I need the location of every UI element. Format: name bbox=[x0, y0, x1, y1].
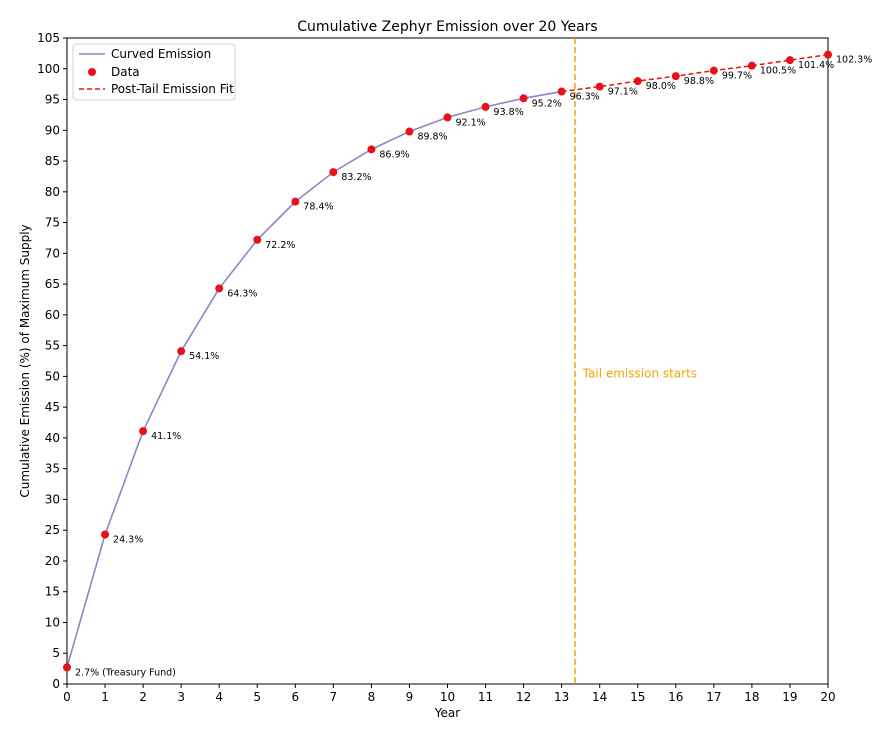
data-point bbox=[63, 663, 71, 672]
data-point bbox=[557, 87, 566, 96]
data-point bbox=[595, 82, 604, 91]
x-tick-label: 10 bbox=[440, 690, 455, 704]
x-tick-label: 5 bbox=[253, 690, 261, 704]
x-tick-label: 11 bbox=[478, 690, 493, 704]
y-tick-label: 0 bbox=[52, 677, 60, 691]
data-label: 98.0% bbox=[646, 81, 676, 92]
data-point bbox=[481, 102, 490, 111]
y-tick-label: 30 bbox=[45, 492, 60, 506]
data-label: 86.9% bbox=[379, 149, 409, 160]
data-label: 93.8% bbox=[494, 107, 524, 118]
y-axis-label: Cumulative Emission (%) of Maximum Suppl… bbox=[18, 224, 32, 497]
data-label: 72.2% bbox=[265, 240, 295, 251]
legend: Curved Emission Data Post-Tail Emission Fi… bbox=[72, 43, 236, 101]
data-label: 83.2% bbox=[341, 172, 371, 183]
data-point bbox=[367, 145, 376, 154]
data-label: 89.8% bbox=[417, 132, 447, 143]
x-tick-label: 9 bbox=[406, 690, 414, 704]
y-tick-label: 55 bbox=[45, 339, 60, 353]
data-label: 2.7% (Treasury Fund) bbox=[75, 667, 176, 678]
x-tick-label: 2 bbox=[139, 690, 147, 704]
y-tick-label: 100 bbox=[37, 62, 60, 76]
data-point bbox=[785, 56, 794, 65]
legend-box bbox=[72, 43, 236, 101]
data-label: 95.2% bbox=[532, 98, 562, 109]
data-label: 96.3% bbox=[570, 92, 600, 103]
post-tail-fit-line bbox=[561, 53, 829, 93]
y-tick-label: 20 bbox=[45, 554, 60, 568]
legend-data-swatch bbox=[88, 68, 96, 76]
x-tick-label: 4 bbox=[215, 690, 223, 704]
data-label: 41.1% bbox=[151, 431, 181, 442]
legend-label: Post-Tail Emission Fit bbox=[111, 82, 234, 96]
legend-label: Curved Emission bbox=[111, 47, 211, 61]
x-tick-label: 8 bbox=[368, 690, 376, 704]
data-point bbox=[329, 168, 338, 177]
y-tick-label: 25 bbox=[45, 523, 60, 537]
data-point bbox=[177, 347, 186, 356]
y-tick-label: 95 bbox=[45, 93, 60, 107]
y-tick-label: 80 bbox=[45, 185, 60, 199]
data-label: 97.1% bbox=[608, 87, 638, 98]
y-tick-label: 15 bbox=[45, 585, 60, 599]
data-label: 92.1% bbox=[456, 117, 486, 128]
y-tick-label: 60 bbox=[45, 308, 60, 322]
y-tick-label: 75 bbox=[45, 216, 60, 230]
data-label: 54.1% bbox=[189, 351, 219, 362]
data-point bbox=[671, 72, 680, 81]
x-tick-label: 13 bbox=[554, 690, 569, 704]
x-tick-label: 15 bbox=[630, 690, 645, 704]
y-tick-label: 65 bbox=[45, 277, 60, 291]
x-axis-label: Year bbox=[434, 706, 460, 720]
y-tick-label: 45 bbox=[45, 400, 60, 414]
x-tick-label: 12 bbox=[516, 690, 531, 704]
data-label: 98.8% bbox=[684, 76, 714, 87]
chart-title: Cumulative Zephyr Emission over 20 Years bbox=[297, 19, 597, 35]
y-tick-label: 70 bbox=[45, 246, 60, 260]
y-tick-label: 10 bbox=[45, 615, 60, 629]
data-point bbox=[824, 50, 832, 59]
data-label: 64.3% bbox=[227, 288, 257, 299]
data-point bbox=[519, 94, 528, 103]
data-label: 101.4% bbox=[798, 60, 834, 71]
data-point bbox=[215, 284, 224, 293]
data-point bbox=[139, 427, 148, 436]
x-tick-label: 14 bbox=[592, 690, 607, 704]
legend-label: Data bbox=[111, 65, 140, 79]
x-tick-label: 16 bbox=[668, 690, 683, 704]
data-point bbox=[633, 77, 642, 86]
data-label: 99.7% bbox=[722, 71, 752, 82]
plot-area: 0 1 2 3 4 5 6 7 8 9 10 11 12 13 14 15 16 17 18 19 2005101520… bbox=[37, 31, 872, 704]
x-tick-label: 19 bbox=[782, 690, 797, 704]
y-tick-label: 85 bbox=[45, 154, 60, 168]
data-point bbox=[443, 113, 452, 122]
y-tick-label: 5 bbox=[52, 646, 60, 660]
data-label: 78.4% bbox=[303, 202, 333, 213]
data-point bbox=[101, 530, 110, 539]
x-tick-label: 17 bbox=[706, 690, 721, 704]
data-label: 100.5% bbox=[760, 66, 796, 77]
data-point bbox=[709, 66, 718, 75]
data-label: 24.3% bbox=[113, 534, 143, 545]
x-tick-label: 0 bbox=[63, 690, 71, 704]
data-point bbox=[747, 61, 756, 70]
y-tick-label: 35 bbox=[45, 462, 60, 476]
y-tick-label: 40 bbox=[45, 431, 60, 445]
curved-emission-line bbox=[66, 90, 562, 668]
x-tick-label: 7 bbox=[330, 690, 338, 704]
x-tick-label: 18 bbox=[744, 690, 759, 704]
x-tick-label: 6 bbox=[291, 690, 299, 704]
data-point bbox=[253, 235, 262, 244]
y-tick-label: 90 bbox=[45, 123, 60, 137]
tail-emission-annotation: Tail emission starts bbox=[582, 366, 697, 380]
y-tick-label: 105 bbox=[37, 31, 60, 45]
data-label: 102.3% bbox=[836, 55, 872, 66]
y-tick-label: 50 bbox=[45, 369, 60, 383]
x-tick-label: 20 bbox=[820, 690, 835, 704]
data-point bbox=[291, 197, 300, 206]
data-point bbox=[405, 127, 414, 136]
x-tick-label: 3 bbox=[177, 690, 185, 704]
x-tick-label: 1 bbox=[101, 690, 109, 704]
